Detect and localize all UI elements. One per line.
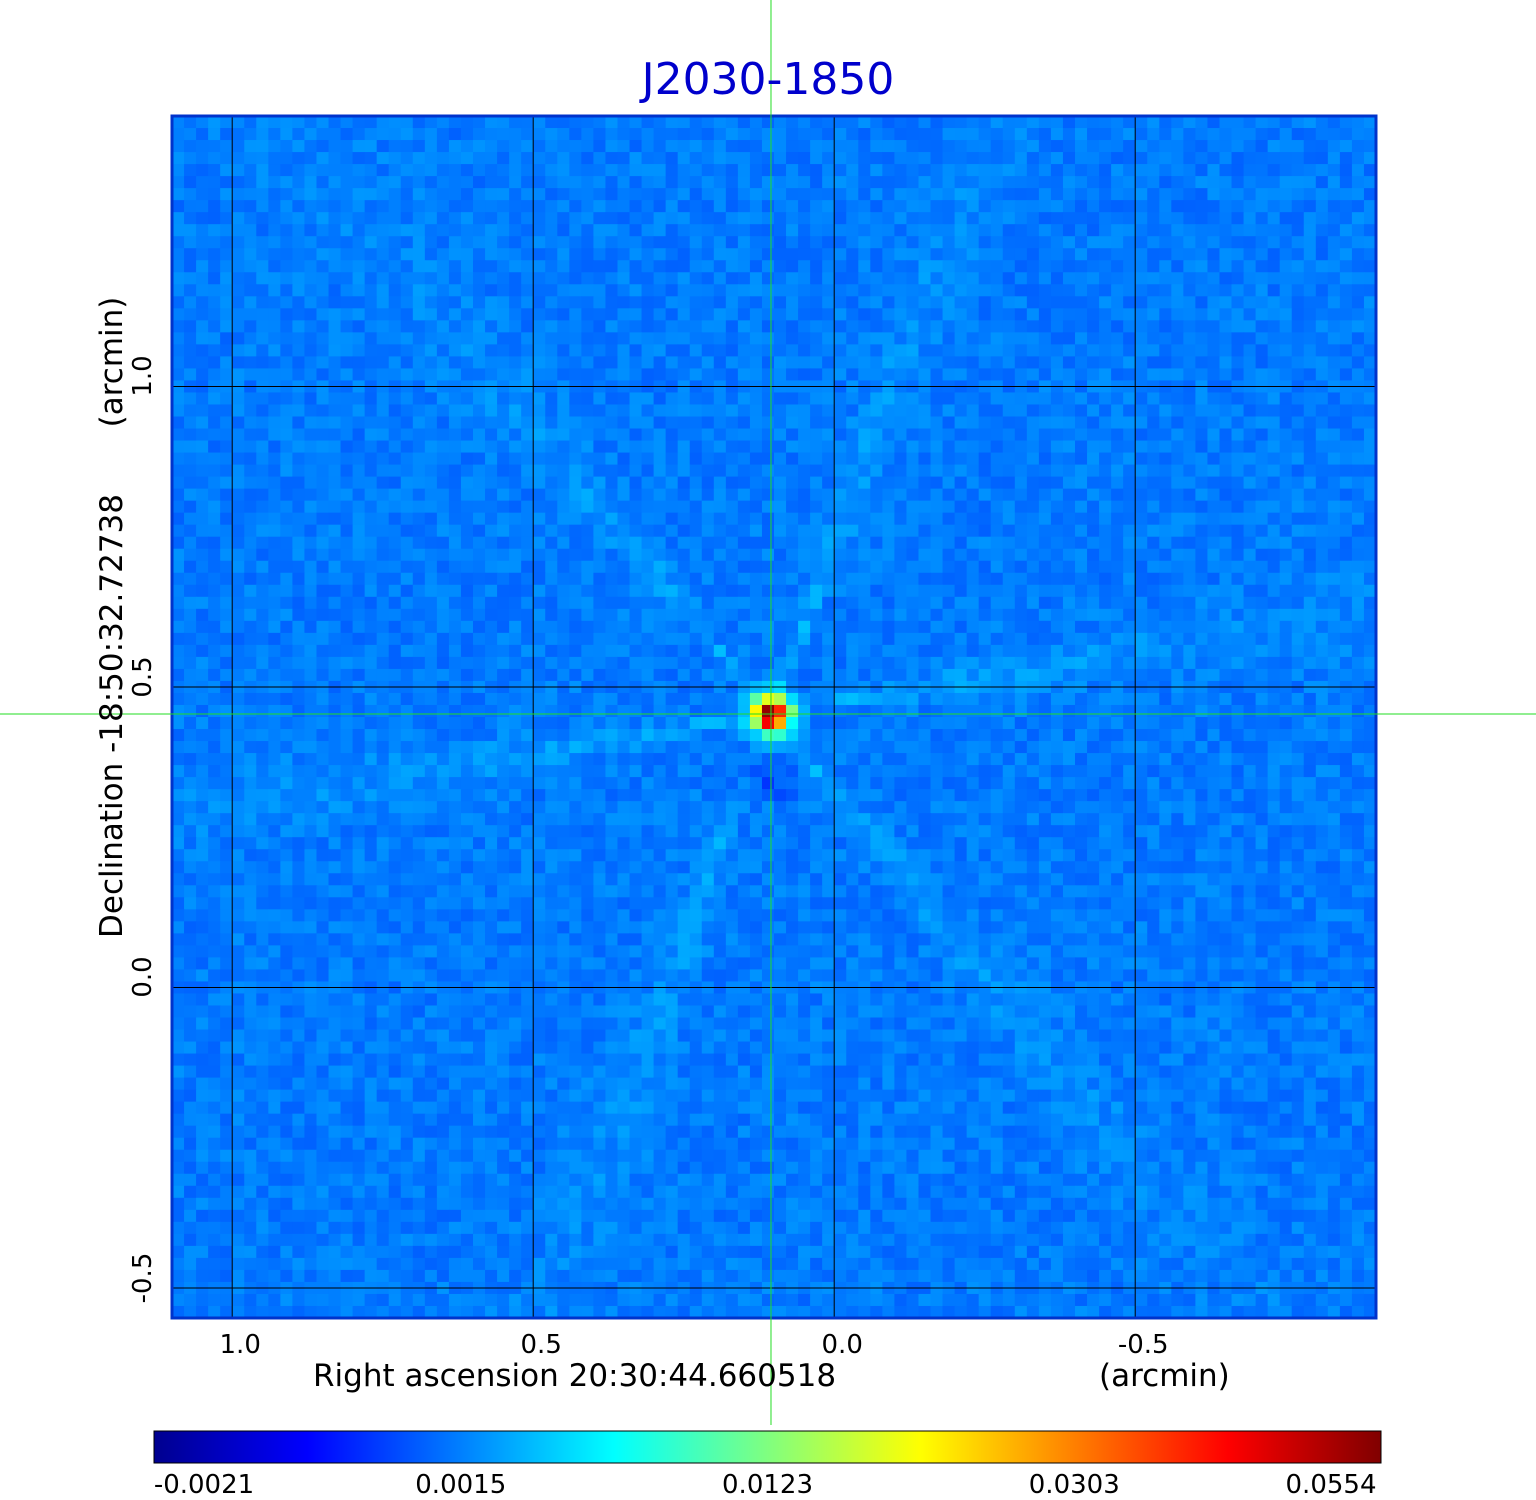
y-axis-unit: (arcmin): [94, 296, 130, 428]
y-tick-label: 1.0: [128, 355, 158, 398]
y-tick-label: 0.0: [128, 956, 158, 999]
colorbar-tick-label: 0.0303: [1028, 1470, 1120, 1500]
colorbar-tick-label: 0.0554: [1285, 1470, 1377, 1500]
y-tick-label: -0.5: [128, 1252, 158, 1304]
heatmap-image: [172, 116, 1377, 1319]
grid-lines: [172, 116, 1376, 1318]
colorbar-tick-label: -0.0021: [153, 1470, 255, 1500]
x-axis-unit: (arcmin): [1099, 1358, 1230, 1394]
x-tick-label: 0.5: [520, 1330, 562, 1360]
colorbar: [153, 1430, 1382, 1464]
chart-title: J2030-1850: [641, 54, 895, 105]
x-tick-label: -0.5: [1117, 1330, 1169, 1360]
y-tick-label: 0.5: [128, 656, 158, 698]
x-tick-label: 0.0: [821, 1330, 863, 1360]
colorbar-tick-label: 0.0123: [722, 1470, 813, 1500]
plot-frame: [170, 114, 1378, 1320]
colorbar-tick-label: 0.0015: [415, 1470, 507, 1500]
crosshair: [0, 0, 1536, 1425]
x-tick-label: 1.0: [219, 1330, 261, 1360]
x-axis-label: Right ascension 20:30:44.660518: [313, 1358, 837, 1394]
y-axis-label: Declination -18:50:32.72738: [94, 494, 130, 938]
